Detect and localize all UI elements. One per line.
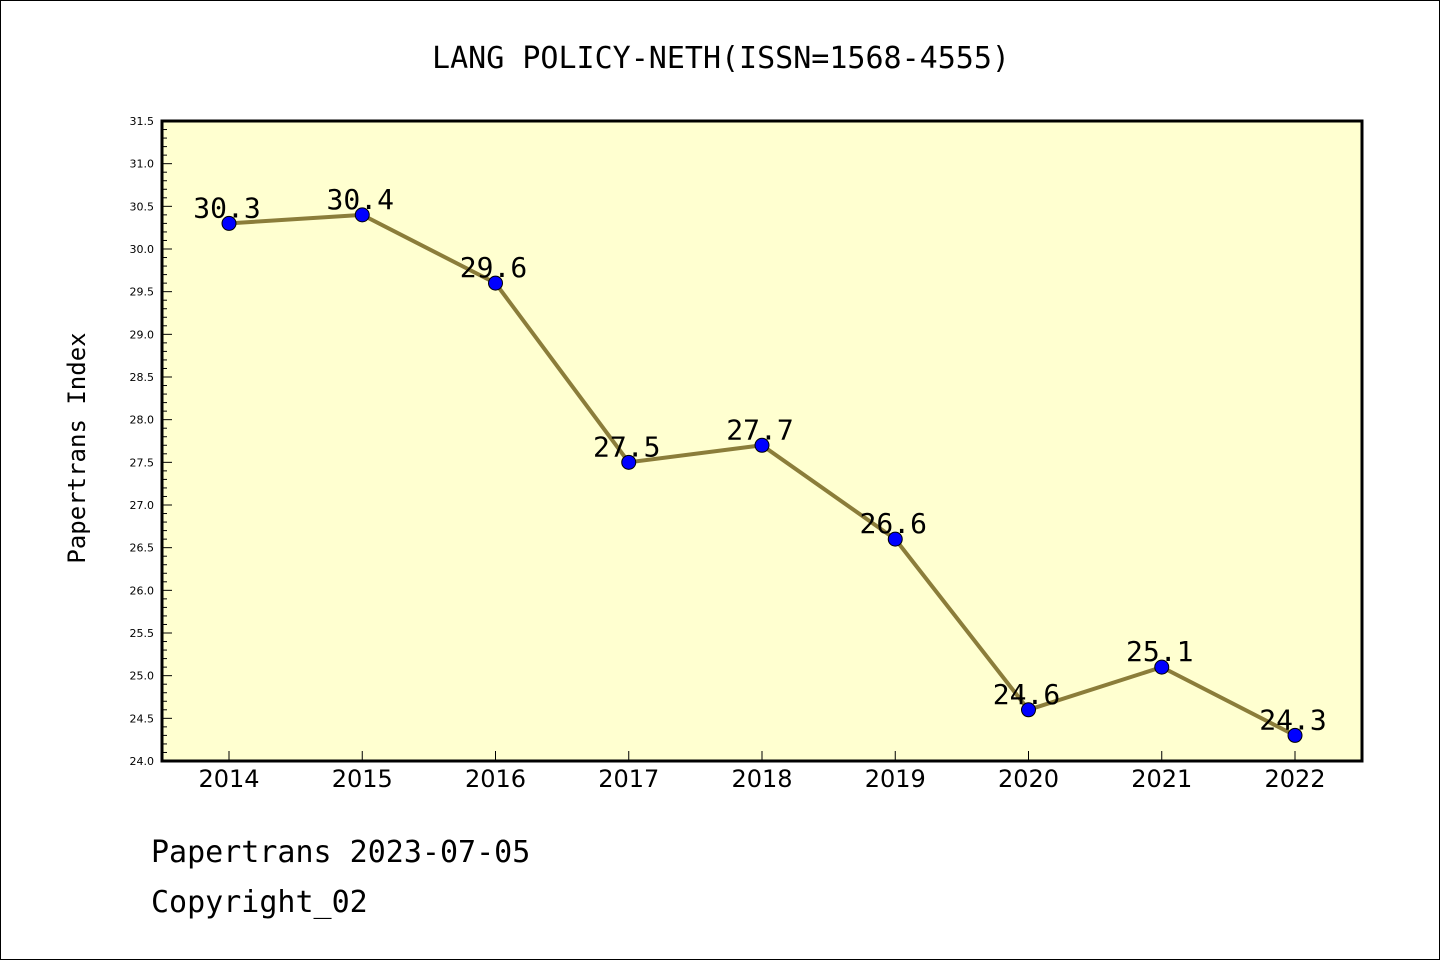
footer-copyright: Copyright_02 xyxy=(151,885,368,920)
y-tick-label: 29.0 xyxy=(130,328,155,341)
y-tick-label: 24.0 xyxy=(130,755,155,768)
x-tick-label: 2016 xyxy=(465,765,526,793)
data-label: 25.1 xyxy=(1126,635,1193,668)
y-axis: 24.0 24.5 25.0 25.5 26.0 26.5 27.0 27.5 28.0 28.5… xyxy=(130,115,172,768)
y-tick-label: 24.5 xyxy=(130,712,155,725)
y-tick-label: 29.5 xyxy=(130,286,155,299)
data-label: 27.5 xyxy=(593,430,660,463)
x-tick-label: 2014 xyxy=(198,765,259,793)
data-label: 30.4 xyxy=(327,183,394,216)
chart-title: LANG POLICY-NETH(ISSN=1568-4555) xyxy=(432,41,1010,76)
series-layer: 30.3 30.4 29.6 27.5 27.7 26.6 24.6 25.1 24.3 xyxy=(193,183,1327,743)
y-tick-label: 28.5 xyxy=(130,371,155,384)
data-label: 29.6 xyxy=(460,251,527,284)
y-tick-label: 25.0 xyxy=(130,670,155,683)
y-tick-label: 25.5 xyxy=(130,627,155,640)
y-tick-label: 31.5 xyxy=(130,115,155,128)
y-tick-label: 28.0 xyxy=(130,414,155,427)
data-label: 30.3 xyxy=(193,191,260,224)
y-tick-label: 26.5 xyxy=(130,542,155,555)
x-tick-label: 2022 xyxy=(1264,765,1325,793)
data-label: 26.6 xyxy=(860,507,927,540)
x-tick-label: 2019 xyxy=(865,765,926,793)
data-label: 27.7 xyxy=(726,413,793,446)
data-point xyxy=(1154,659,1170,675)
data-label: 24.6 xyxy=(993,678,1060,711)
footer-date: Papertrans 2023-07-05 xyxy=(151,835,531,870)
data-point xyxy=(621,454,637,470)
x-tick-label: 2018 xyxy=(731,765,792,793)
data-point xyxy=(488,275,503,291)
y-tick-label: 27.0 xyxy=(130,499,155,512)
data-point xyxy=(354,207,370,223)
y-tick-label: 26.0 xyxy=(130,584,155,597)
x-axis: 2014 2015 2016 2017 2018 2019 2020 2021 2022 xyxy=(198,751,1326,793)
y-tick-label: 31.0 xyxy=(130,158,155,171)
y-tick-label: 27.5 xyxy=(130,456,155,469)
data-point xyxy=(1287,727,1303,743)
y-tick-label: 30.0 xyxy=(130,243,155,256)
data-point xyxy=(221,215,237,231)
x-tick-label: 2015 xyxy=(332,765,393,793)
x-tick-label: 2017 xyxy=(598,765,659,793)
y-tick-label: 30.5 xyxy=(130,200,155,213)
x-tick-label: 2020 xyxy=(998,765,1059,793)
data-point xyxy=(887,531,903,547)
data-point xyxy=(754,437,770,453)
data-label: 24.3 xyxy=(1259,703,1326,736)
y-axis-label: Papertrans Index xyxy=(63,332,91,563)
data-point xyxy=(1021,702,1036,718)
x-tick-label: 2021 xyxy=(1131,765,1192,793)
